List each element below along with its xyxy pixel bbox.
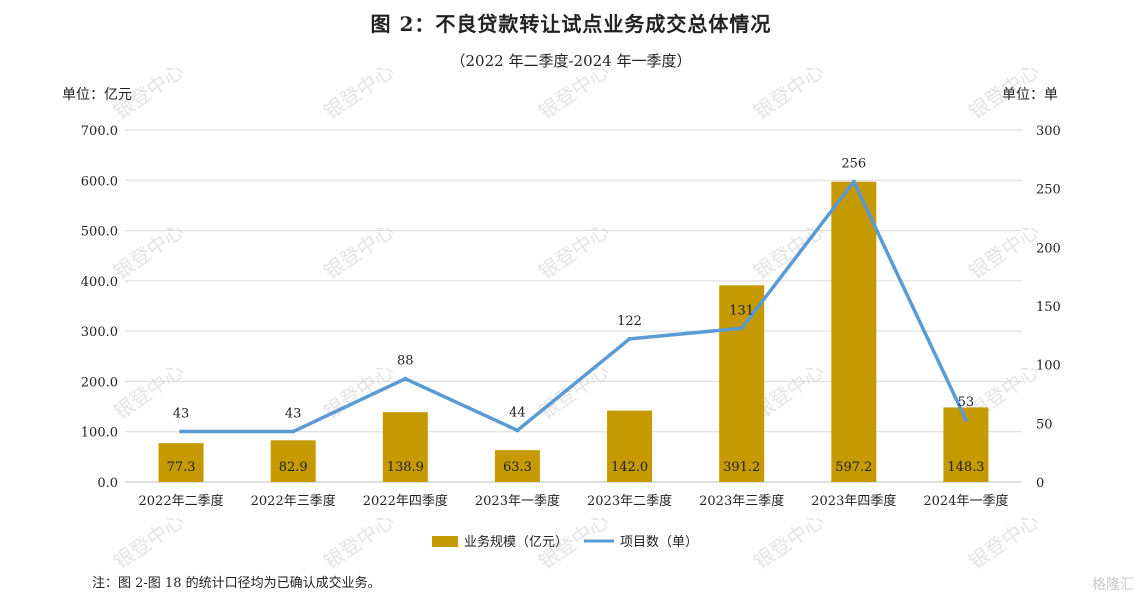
- watermark-text: 银登中心: [534, 219, 613, 285]
- line-value-label: 43: [173, 407, 190, 422]
- line-point: [179, 429, 184, 434]
- bar-value-label: 597.2: [835, 460, 872, 475]
- y-right-tick-label: 250: [1036, 183, 1061, 198]
- legend: 业务规模（亿元） 项目数（单）: [432, 534, 698, 550]
- line-value-label: 44: [509, 405, 526, 420]
- y-left-tick-label: 200.0: [81, 375, 118, 390]
- y-left-tick-label: 0.0: [97, 476, 118, 491]
- bar-value-label: 138.9: [387, 460, 424, 475]
- bar-value-label: 77.3: [167, 460, 196, 475]
- y-left-tick-label: 400.0: [81, 275, 118, 290]
- y-right-tick-label: 150: [1036, 300, 1061, 315]
- x-tick-label: 2023年一季度: [475, 493, 560, 509]
- watermark-text: 银登中心: [319, 509, 398, 575]
- watermark-text: 银登中心: [109, 509, 188, 575]
- y-left-axis-label: 单位：亿元: [62, 87, 132, 103]
- grid-lines: [125, 129, 1022, 483]
- y-right-tick-label: 100: [1036, 359, 1061, 374]
- watermark-text: 银登中心: [319, 219, 398, 285]
- x-tick-label: 2023年四季度: [811, 493, 896, 509]
- line-value-label: 131: [729, 303, 754, 318]
- watermark-text: 银登中心: [749, 59, 828, 125]
- line-value-label: 43: [285, 407, 302, 422]
- line-point: [851, 179, 856, 184]
- brand-watermark: 格隆汇: [1092, 577, 1134, 593]
- line-series: [179, 179, 968, 434]
- y-left-tick-label: 300.0: [81, 325, 118, 340]
- line-point: [515, 428, 520, 433]
- bar: [719, 285, 765, 482]
- watermark-text: 银登中心: [534, 59, 613, 125]
- watermark-text: 银登中心: [964, 219, 1043, 285]
- x-tick-label: 2023年二季度: [587, 493, 672, 509]
- x-axis-ticks: 2022年二季度 2022年三季度 2022年四季度 2023年一季度 2023年二季度…: [139, 493, 1009, 509]
- line-point: [291, 429, 296, 434]
- line-value-label: 88: [397, 354, 414, 369]
- y-left-tick-label: 500.0: [81, 225, 118, 240]
- x-tick-label: 2022年二季度: [139, 493, 224, 509]
- line-point: [963, 417, 968, 422]
- line-path: [181, 179, 968, 434]
- line-point: [627, 336, 632, 341]
- watermark-text: 银登中心: [964, 509, 1043, 575]
- chart-title: 图 2：不良贷款转让试点业务成交总体情况: [370, 12, 772, 36]
- bar-value-label: 63.3: [503, 460, 532, 475]
- x-tick-label: 2024年一季度: [923, 493, 1008, 509]
- y-right-tick-label: 50: [1036, 417, 1053, 432]
- watermark-text: 银登中心: [109, 219, 188, 285]
- watermark-text: 银登中心: [319, 59, 398, 125]
- line-value-label: 256: [841, 157, 866, 172]
- bar-value-label: 142.0: [611, 460, 648, 475]
- x-tick-label: 2023年三季度: [699, 493, 784, 509]
- footnote: 注：图 2-图 18 的统计口径均为已确认成交业务。: [92, 576, 381, 591]
- watermark-text: 银登中心: [534, 359, 613, 425]
- bar-value-label: 391.2: [723, 460, 760, 475]
- line-value-label: 53: [958, 395, 975, 410]
- y-left-ticks: 0.0 100.0 200.0 300.0 400.0 500.0 600.0 700.0: [81, 124, 118, 491]
- bar: [494, 450, 540, 482]
- y-right-tick-label: 300: [1036, 124, 1061, 139]
- x-tick-label: 2022年四季度: [363, 493, 448, 509]
- y-right-ticks: 0 50 100 150 200 250 300: [1036, 124, 1061, 491]
- chart-subtitle: （2022 年二季度-2024 年一季度）: [450, 52, 692, 70]
- y-left-tick-label: 600.0: [81, 174, 118, 189]
- bar: [158, 443, 204, 482]
- legend-line-label: 项目数（单）: [620, 535, 698, 550]
- bar-value-labels: 77.3 82.9 138.9 63.3 142.0 391.2 597.2 148.3: [167, 460, 985, 475]
- line-point: [739, 326, 744, 331]
- y-left-tick-label: 700.0: [81, 124, 118, 139]
- y-right-axis-label: 单位：单: [1002, 87, 1058, 103]
- bar-value-label: 148.3: [947, 460, 984, 475]
- y-right-tick-label: 200: [1036, 241, 1061, 256]
- y-right-tick-label: 0: [1036, 476, 1044, 491]
- line-value-label: 122: [617, 314, 642, 329]
- line-value-labels: 43 43 88 44 122 131 256 53: [173, 157, 974, 422]
- legend-bar-swatch: [432, 536, 458, 547]
- bar: [382, 412, 428, 482]
- watermark-text: 银登中心: [749, 509, 828, 575]
- bar-value-label: 82.9: [279, 460, 308, 475]
- y-left-tick-label: 100.0: [81, 426, 118, 441]
- x-tick-label: 2022年三季度: [251, 493, 336, 509]
- bar: [607, 410, 653, 482]
- bar-series: [158, 181, 989, 482]
- bar: [270, 440, 316, 482]
- line-point: [403, 376, 408, 381]
- legend-bar-label: 业务规模（亿元）: [464, 534, 568, 550]
- bar: [831, 181, 877, 482]
